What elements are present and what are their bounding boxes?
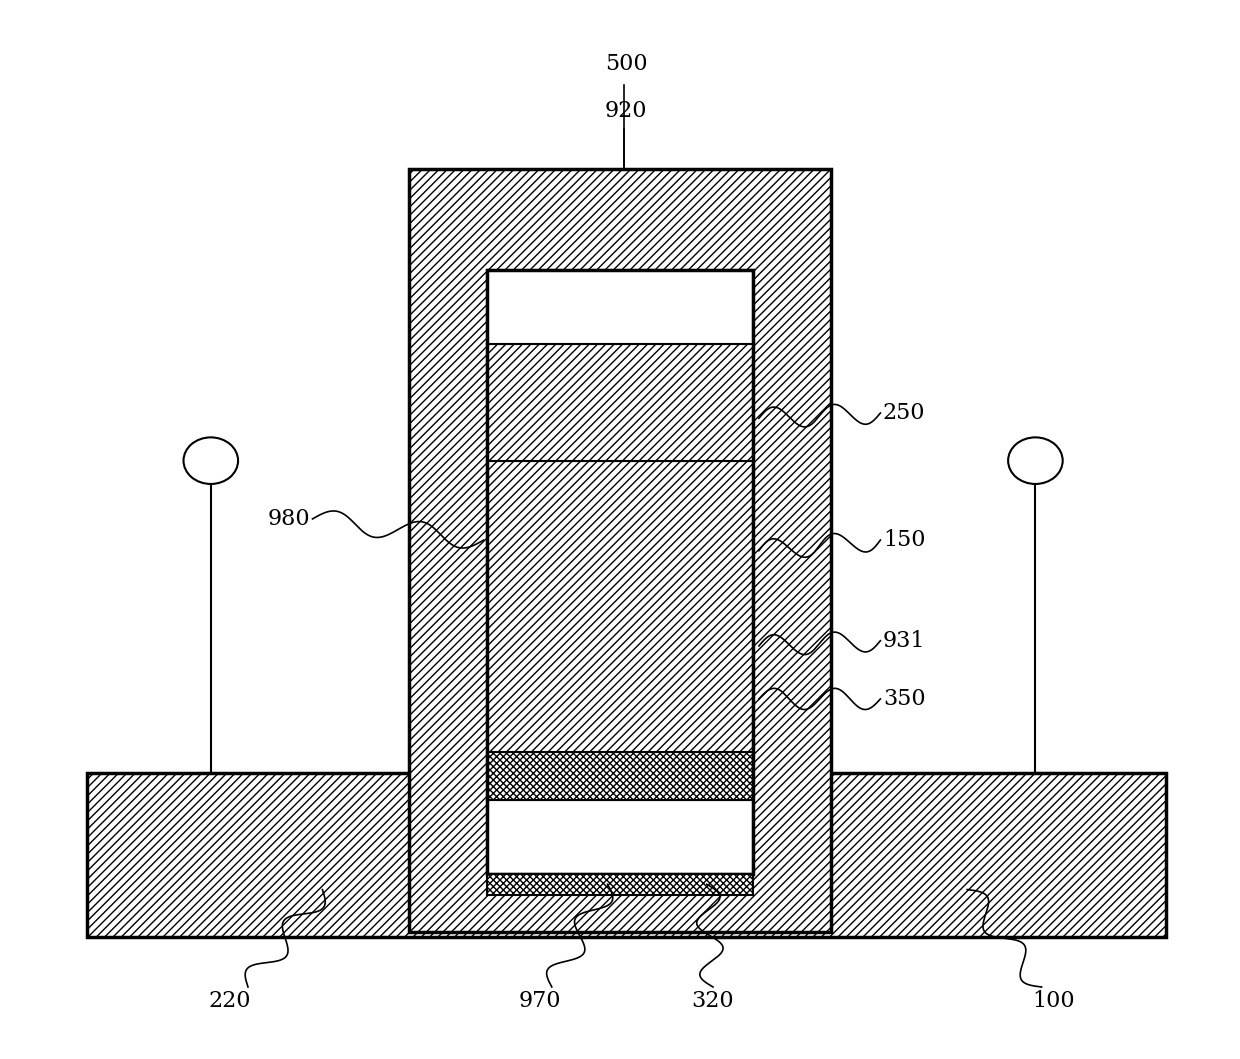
Bar	[487, 270, 753, 874]
Bar	[487, 874, 753, 895]
Bar	[409, 169, 831, 932]
Text: 350: 350	[883, 688, 925, 710]
Bar	[529, 768, 713, 847]
Text: 500: 500	[605, 53, 647, 74]
Text: 220: 220	[208, 990, 250, 1011]
Bar	[87, 773, 1166, 937]
Bar	[487, 461, 753, 752]
Bar	[487, 344, 753, 461]
Text: 920: 920	[605, 101, 647, 122]
Bar	[487, 800, 753, 874]
Circle shape	[1008, 437, 1063, 484]
Text: 150: 150	[883, 530, 925, 551]
Circle shape	[184, 437, 238, 484]
Bar	[487, 752, 753, 800]
Text: 250: 250	[883, 402, 925, 424]
Text: 980: 980	[268, 508, 310, 530]
Bar	[487, 270, 753, 344]
Bar	[529, 768, 713, 847]
Text: 100: 100	[1033, 990, 1075, 1011]
Text: 320: 320	[692, 990, 734, 1011]
Text: 970: 970	[518, 990, 560, 1011]
Text: 931: 931	[883, 630, 925, 651]
